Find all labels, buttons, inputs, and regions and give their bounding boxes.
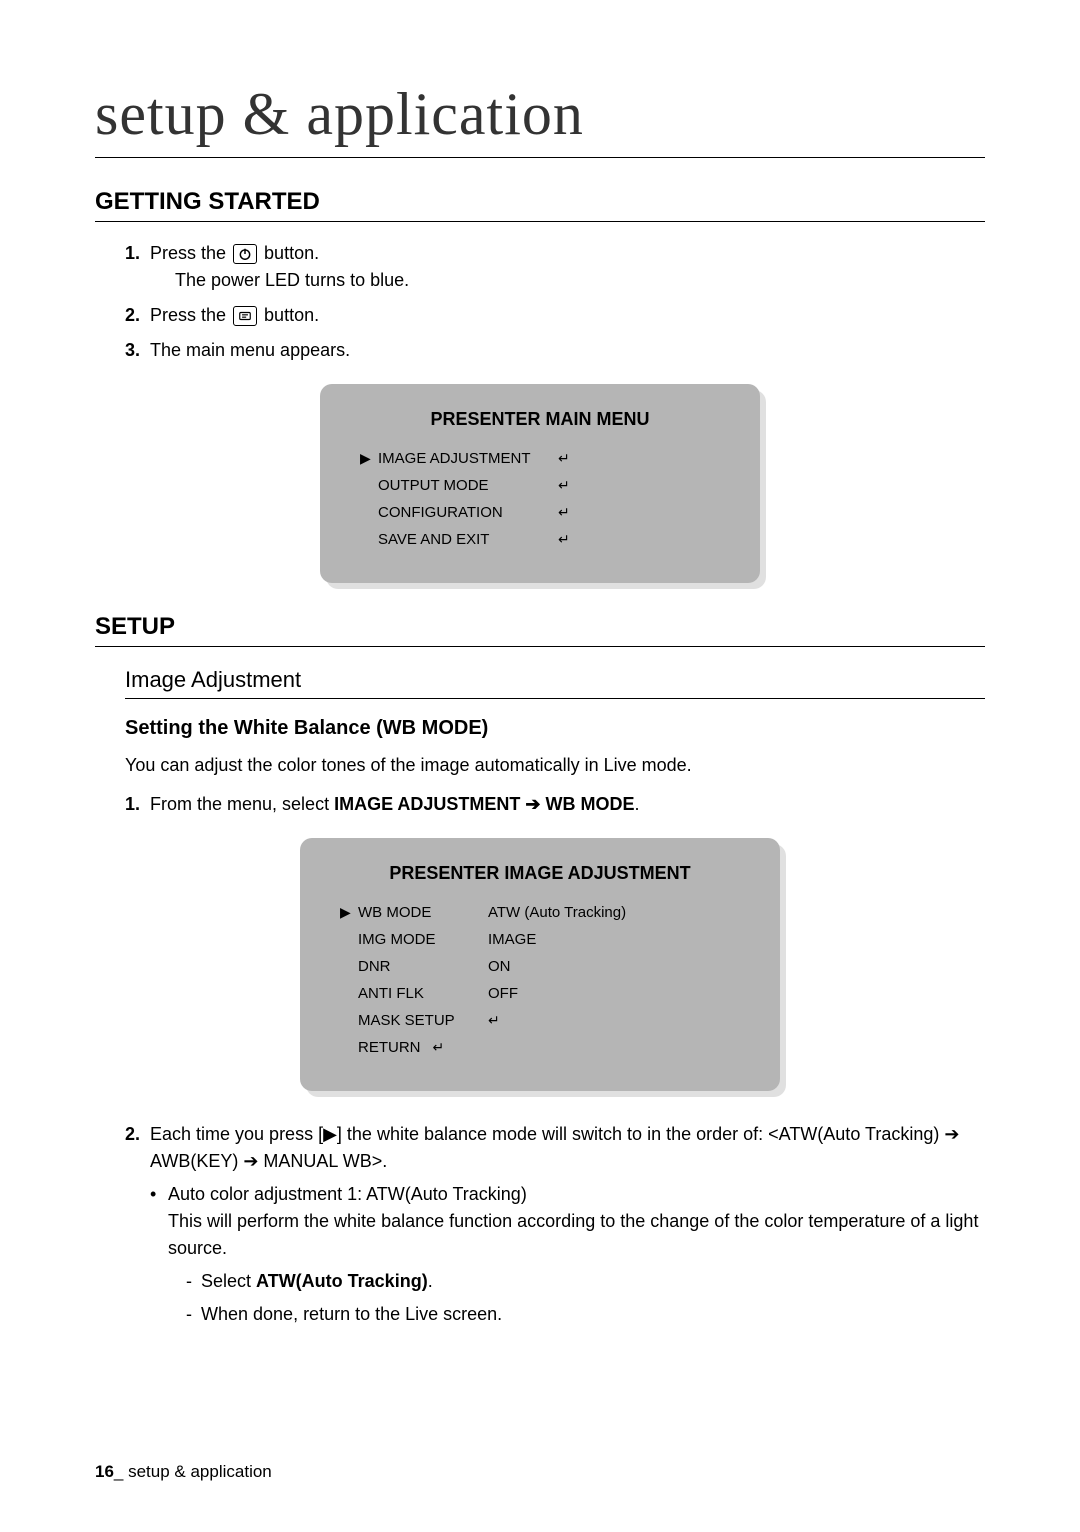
menu-row: RETURN ↵ [330, 1039, 750, 1056]
wb-steps-2: 2. Each time you press [▶] the white bal… [125, 1121, 985, 1328]
step-number: 2. [125, 302, 140, 329]
step-number: 1. [125, 791, 140, 818]
step-text: button. [259, 243, 319, 263]
bullet-subtext: This will perform the white balance func… [168, 1211, 978, 1258]
menu-item-label: IMAGE ADJUSTMENT [378, 450, 558, 467]
menu-row: OUTPUT MODE ↵ [350, 477, 730, 494]
enter-icon: ↵ [433, 1039, 453, 1056]
menu-icon [233, 306, 257, 326]
menu-row: SAVE AND EXIT ↵ [350, 531, 730, 548]
step-number: 3. [125, 337, 140, 364]
image-adjustment-heading: Image Adjustment [125, 667, 985, 699]
menu-item-label: CONFIGURATION [378, 504, 558, 521]
step-text: From the menu, select [150, 794, 334, 814]
step-text: . [635, 794, 640, 814]
setup-heading: SETUP [95, 613, 985, 647]
step-text: button. [259, 305, 319, 325]
menu-item-value: OFF [488, 985, 750, 1002]
step-1: 1. Press the button. The power LED turns… [125, 240, 985, 294]
dash-item: Select ATW(Auto Tracking). [186, 1268, 985, 1295]
menu-item-label: RETURN [358, 1039, 421, 1056]
menu-item-value: ON [488, 958, 750, 975]
step-2: 2. Press the button. [125, 302, 985, 329]
menu-item-label: WB MODE [358, 904, 488, 921]
menu-item-value: ATW (Auto Tracking) [488, 904, 750, 921]
menu-row: ANTI FLK OFF [330, 985, 750, 1002]
wb-mode-heading: Setting the White Balance (WB MODE) [125, 717, 985, 740]
menu-item-value: IMAGE [488, 931, 750, 948]
menu-row: MASK SETUP ↵ [330, 1012, 750, 1029]
step-text: Each time you press [▶] the white balanc… [150, 1124, 959, 1171]
menu-item-label: DNR [358, 958, 488, 975]
menu-row: DNR ON [330, 958, 750, 975]
presenter-main-menu-panel: PRESENTER MAIN MENU ▶ IMAGE ADJUSTMENT ↵… [320, 384, 760, 583]
dash-text: When done, return to the Live screen. [201, 1304, 502, 1324]
enter-icon: ↵ [558, 504, 578, 521]
menu-row: IMG MODE IMAGE [330, 931, 750, 948]
step-text: Press the [150, 305, 231, 325]
step-number: 1. [125, 240, 140, 267]
menu-item-label: IMG MODE [358, 931, 488, 948]
menu-item-label: MASK SETUP [358, 1012, 488, 1029]
step-text: Press the [150, 243, 231, 263]
enter-icon: ↵ [558, 450, 578, 467]
menu-row: CONFIGURATION ↵ [350, 504, 730, 521]
step-subtext: The power LED turns to blue. [150, 267, 985, 294]
dash-item: When done, return to the Live screen. [186, 1301, 985, 1328]
dash-text-bold: ATW(Auto Tracking) [256, 1271, 428, 1291]
menu-row: ▶ IMAGE ADJUSTMENT ↵ [350, 450, 730, 467]
menu-row: ▶ WB MODE ATW (Auto Tracking) [330, 904, 750, 921]
enter-icon: ↵ [558, 531, 578, 548]
page-number: 16 [95, 1462, 114, 1481]
dash-text: Select [201, 1271, 256, 1291]
presenter-image-adjustment-panel: PRESENTER IMAGE ADJUSTMENT ▶ WB MODE ATW… [300, 838, 780, 1091]
step-text-bold: IMAGE ADJUSTMENT ➔ WB MODE [334, 794, 634, 814]
triangle-right-icon: ▶ [340, 904, 358, 921]
page-title: setup & application [95, 80, 985, 158]
wb-steps-1: 1. From the menu, select IMAGE ADJUSTMEN… [125, 791, 985, 818]
step-number: 2. [125, 1121, 140, 1148]
power-icon [233, 244, 257, 264]
bullet-text: Auto color adjustment 1: ATW(Auto Tracki… [168, 1184, 527, 1204]
dash-text: . [428, 1271, 433, 1291]
menu-title: PRESENTER MAIN MENU [350, 409, 730, 430]
menu-item-label: ANTI FLK [358, 985, 488, 1002]
enter-icon: ↵ [488, 1012, 508, 1029]
step-text: The main menu appears. [150, 340, 350, 360]
menu-title: PRESENTER IMAGE ADJUSTMENT [330, 863, 750, 884]
step-1: 1. From the menu, select IMAGE ADJUSTMEN… [125, 791, 985, 818]
step-2: 2. Each time you press [▶] the white bal… [125, 1121, 985, 1328]
menu-item-label: OUTPUT MODE [378, 477, 558, 494]
getting-started-steps: 1. Press the button. The power LED turns… [125, 240, 985, 364]
page-footer: 16_ setup & application [95, 1462, 272, 1482]
enter-icon: ↵ [558, 477, 578, 494]
bullet-item: Auto color adjustment 1: ATW(Auto Tracki… [150, 1181, 985, 1328]
step-3: 3. The main menu appears. [125, 337, 985, 364]
footer-text: _ setup & application [114, 1462, 272, 1481]
wb-description: You can adjust the color tones of the im… [125, 752, 985, 779]
getting-started-heading: GETTING STARTED [95, 188, 985, 222]
triangle-right-icon: ▶ [360, 450, 378, 467]
menu-item-label: SAVE AND EXIT [378, 531, 558, 548]
